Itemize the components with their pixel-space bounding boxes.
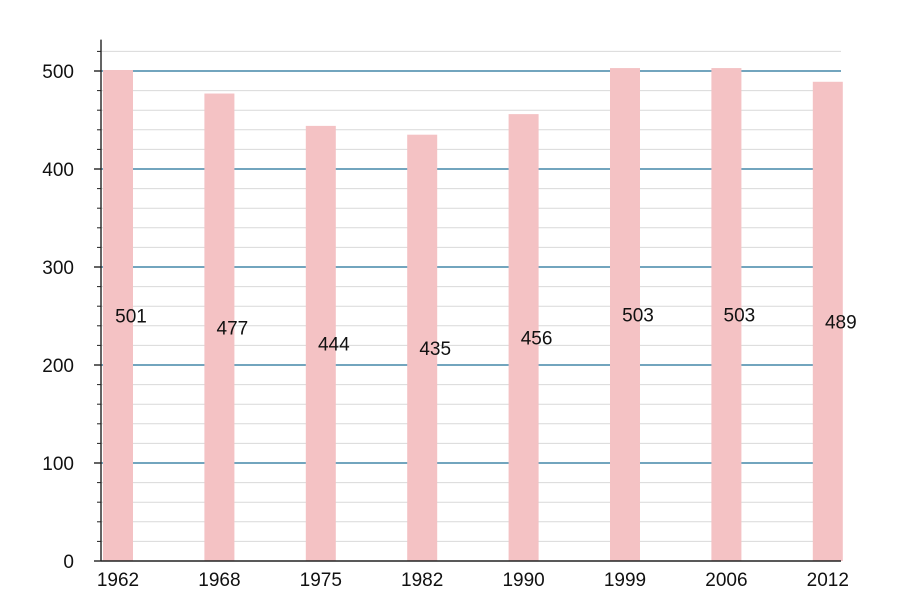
x-tick-label: 1975: [300, 570, 342, 591]
x-tick-label: 1968: [198, 570, 240, 591]
data-label-1962: 501: [115, 307, 147, 328]
x-tick-label: 1962: [97, 570, 139, 591]
y-tick-label: 100: [42, 454, 74, 475]
y-tick-label: 0: [63, 552, 74, 573]
data-label-2006: 503: [724, 306, 756, 327]
x-tick-label: 2012: [807, 570, 849, 591]
x-tick-label: 1982: [401, 570, 443, 591]
bar-1999: [610, 68, 640, 561]
bar-1975: [305, 125, 336, 561]
x-tick-label: 2006: [705, 570, 747, 591]
y-tick-label: 300: [42, 258, 74, 279]
bar-2006: [711, 68, 742, 561]
y-tick-label: 500: [42, 62, 74, 83]
data-label-2012: 489: [825, 312, 857, 333]
x-tick-label: 1990: [502, 570, 544, 591]
data-label-1999: 503: [622, 306, 654, 327]
y-axis-ticks: 0 100 200 300 400 500: [42, 50, 101, 573]
y-tick-label: 200: [42, 356, 74, 377]
data-label-1982: 435: [419, 339, 451, 360]
bar-1982: [407, 134, 438, 561]
x-tick-label: 1999: [604, 570, 646, 591]
y-tick-label: 400: [42, 160, 74, 181]
x-axis-ticks: 1962 1968 1975 1982 1990 1999 2006 2012: [97, 570, 849, 591]
bars: [103, 68, 843, 562]
bar-2012: [812, 81, 843, 561]
axes: [100, 39, 841, 562]
bar-1968: [204, 93, 235, 561]
data-label-1990: 456: [521, 329, 553, 350]
value-labels: 501 477 444 435 456 503 503 489: [115, 306, 857, 360]
bar-1990: [508, 114, 539, 562]
bar-1962: [103, 70, 133, 562]
data-label-1968: 477: [217, 318, 249, 339]
data-label-1975: 444: [318, 334, 350, 355]
